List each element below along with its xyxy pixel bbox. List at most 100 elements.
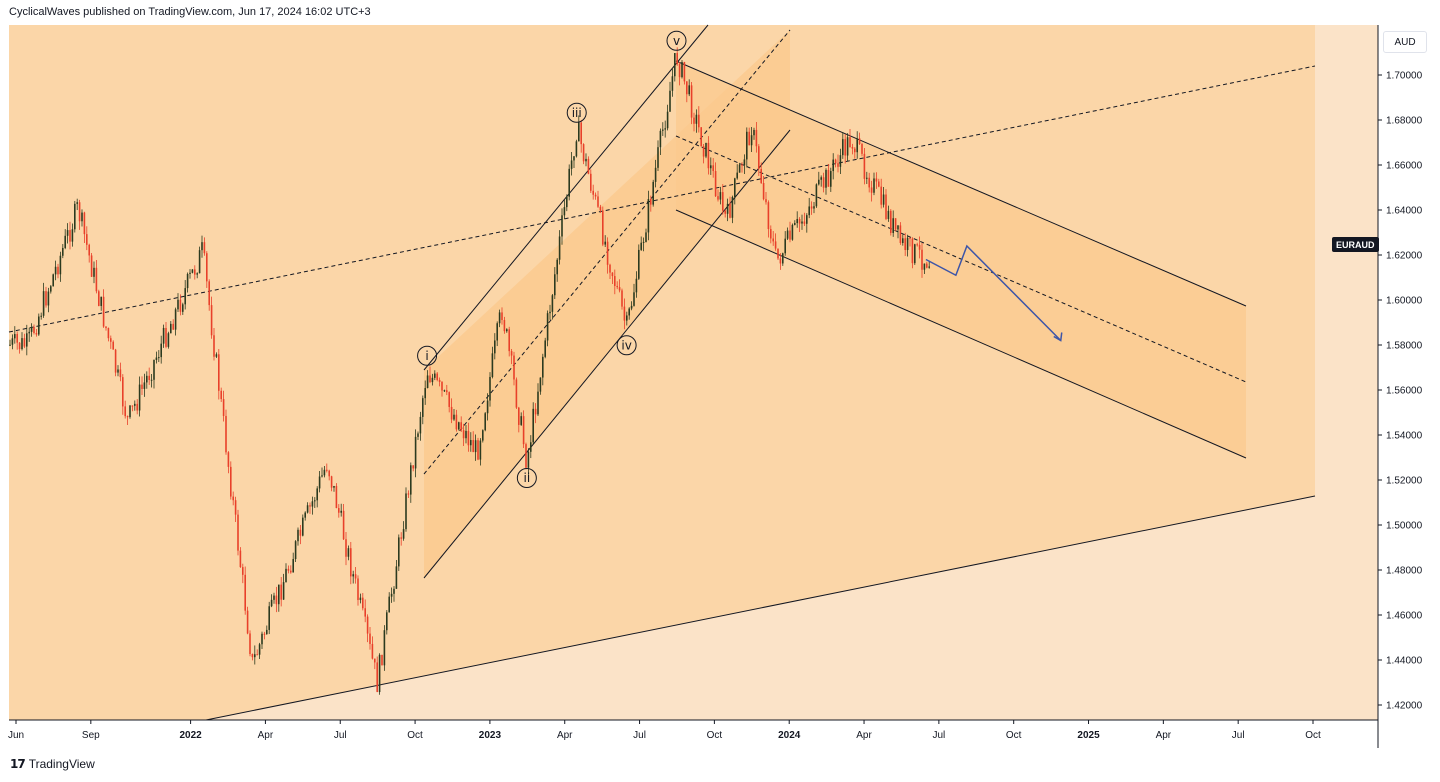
candle-body — [462, 430, 465, 439]
impulse-channel-lower — [423, 129, 791, 579]
candle-body — [172, 323, 174, 330]
candle-body — [105, 326, 107, 329]
candle-body — [261, 633, 263, 645]
price-tick-label: 1.48000 — [1386, 566, 1423, 577]
candle-body — [186, 273, 189, 289]
candle-body — [376, 662, 378, 693]
candle-body — [95, 267, 98, 292]
candle-body — [592, 190, 594, 195]
time-tick-label: Jul — [932, 730, 945, 741]
candle-body — [532, 408, 534, 443]
candle-body — [150, 379, 153, 381]
candle-body — [909, 237, 911, 239]
candle-body — [251, 654, 254, 658]
candle-body — [796, 218, 798, 224]
candle-body — [484, 413, 486, 431]
candle-body — [424, 388, 426, 399]
candle-body — [400, 537, 402, 539]
candle-body — [38, 316, 40, 335]
candle-body — [681, 61, 683, 78]
candle-body — [666, 111, 669, 129]
candle-body — [102, 296, 105, 327]
candle-body — [299, 529, 302, 536]
candle-body — [664, 128, 666, 130]
candle-body — [143, 382, 146, 389]
candle-body — [885, 194, 887, 219]
candle-body — [738, 164, 741, 173]
candle-body — [693, 117, 695, 124]
candle-body — [86, 234, 88, 245]
candle-body — [234, 500, 237, 515]
candle-body — [395, 566, 398, 589]
candle-body — [278, 584, 280, 605]
candle-body — [90, 255, 93, 277]
candle-body — [928, 266, 930, 268]
candle-body — [647, 199, 650, 233]
candle-body — [851, 147, 854, 149]
candle-body — [794, 223, 796, 225]
candle-body — [381, 654, 383, 666]
candle-body — [431, 377, 434, 383]
time-tick-label: Jul — [633, 730, 646, 741]
candle-body — [23, 338, 26, 347]
candle-body — [47, 291, 50, 306]
currency-button[interactable]: AUD — [1383, 31, 1427, 53]
candle-body — [702, 146, 705, 157]
candle-body — [654, 167, 657, 182]
candle-body — [659, 130, 662, 148]
candle-body — [374, 658, 376, 663]
candle-body — [422, 398, 424, 417]
candle-body — [765, 199, 767, 203]
time-tick-label: Apr — [258, 730, 274, 741]
candle-body — [232, 496, 234, 501]
candle-body — [503, 320, 506, 332]
tradingview-footer[interactable]: 17 TradingView — [10, 757, 95, 771]
publisher-header: CyclicalWaves published on TradingView.c… — [9, 6, 371, 18]
candle-body — [131, 405, 134, 407]
wave-circle — [616, 335, 637, 356]
candle-body — [863, 153, 866, 179]
candle-body — [167, 333, 170, 347]
candle-body — [52, 274, 54, 287]
candle-body — [573, 156, 575, 161]
candle-body — [107, 328, 110, 339]
time-tick-label: Oct — [1006, 730, 1022, 741]
candle-body — [352, 574, 354, 577]
candle-body — [525, 444, 527, 468]
time-tick-label: Jul — [334, 730, 347, 741]
time-tick-label: Oct — [707, 730, 723, 741]
candle-body — [657, 147, 659, 168]
candle-body — [906, 237, 909, 251]
candle-body — [383, 630, 386, 666]
candle-body — [237, 514, 239, 551]
candle-body — [33, 327, 35, 333]
candle-body — [635, 278, 638, 293]
candle-body — [198, 250, 201, 274]
candle-body — [777, 248, 779, 259]
candle-body — [148, 375, 150, 380]
candle-body — [196, 273, 198, 275]
candle-body — [230, 466, 232, 497]
candle-body — [614, 276, 616, 286]
time-tick-label: 2023 — [479, 730, 502, 741]
candle-body — [878, 181, 880, 187]
price-tick-label: 1.68000 — [1386, 116, 1423, 127]
candle-body — [201, 242, 203, 251]
candle-body — [729, 203, 731, 218]
candle-body — [606, 241, 609, 265]
candle-body — [873, 178, 875, 193]
candle-body — [57, 266, 59, 275]
candle-body — [830, 171, 832, 187]
candle-body — [926, 263, 928, 268]
candle-body — [11, 338, 14, 345]
candle-body — [566, 196, 568, 208]
candle-body — [683, 61, 686, 82]
time-tick-label: 2025 — [1077, 730, 1100, 741]
candle-body — [894, 218, 897, 230]
projection-path — [925, 244, 1062, 342]
candle-body — [203, 242, 206, 254]
candle-body — [474, 440, 477, 453]
candle-body — [69, 230, 71, 242]
